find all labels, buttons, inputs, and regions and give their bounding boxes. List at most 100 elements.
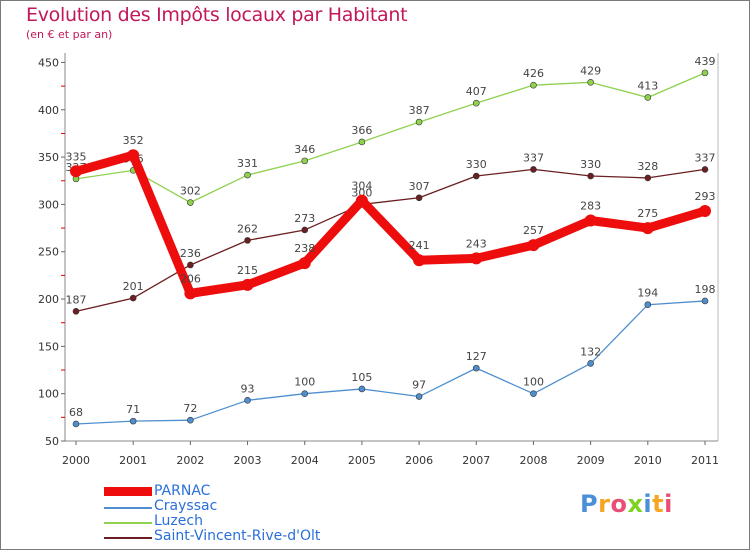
legend-label-luzech: Luzech — [154, 513, 203, 529]
data-point-crayssac — [244, 397, 251, 404]
data-point-saint-vincent-rive-d-olt — [587, 172, 594, 180]
data-label-crayssac: 127 — [466, 350, 487, 363]
data-label-crayssac: 100 — [294, 376, 315, 389]
y-tick-label: 300 — [38, 198, 59, 211]
data-label-crayssac: 132 — [580, 345, 601, 358]
y-tick-label: 150 — [38, 340, 59, 353]
data-point-parnac — [298, 257, 311, 270]
x-tick-label: 2008 — [519, 454, 547, 467]
data-point-luzech — [415, 118, 423, 126]
data-label-saint-vincent-rive-d-olt: 328 — [637, 160, 658, 173]
data-label-crayssac: 93 — [241, 382, 255, 395]
data-label-parnac: 238 — [294, 242, 315, 255]
data-point-saint-vincent-rive-d-olt — [530, 166, 537, 173]
data-label-luzech: 413 — [637, 79, 658, 92]
data-label-saint-vincent-rive-d-olt: 236 — [180, 247, 201, 260]
data-label-crayssac: 97 — [412, 379, 426, 392]
data-label-luzech: 426 — [523, 67, 544, 80]
data-label-parnac: 304 — [351, 180, 372, 193]
series-line-crayssac — [75, 300, 706, 425]
y-tick-label: 350 — [38, 151, 59, 164]
x-tick-label: 2007 — [462, 454, 490, 467]
data-label-saint-vincent-rive-d-olt: 337 — [523, 151, 544, 164]
data-label-crayssac: 105 — [351, 371, 372, 384]
data-label-luzech: 366 — [351, 124, 372, 137]
data-point-saint-vincent-rive-d-olt — [644, 174, 652, 182]
data-label-parnac: 257 — [523, 224, 544, 237]
y-tick-label: 400 — [38, 104, 59, 117]
data-label-luzech: 302 — [180, 185, 201, 198]
legend-swatch-parnac — [104, 487, 152, 496]
legend-label-crayssac: Crayssac — [154, 498, 218, 514]
data-point-parnac — [241, 278, 254, 291]
x-tick-label: 2003 — [234, 454, 262, 467]
data-label-saint-vincent-rive-d-olt: 201 — [123, 280, 144, 293]
data-label-luzech: 331 — [237, 157, 258, 170]
data-label-saint-vincent-rive-d-olt: 330 — [580, 158, 601, 171]
data-point-crayssac — [587, 360, 594, 367]
series-line-parnac — [71, 150, 710, 298]
data-point-luzech — [301, 157, 309, 165]
chart-title: Evolution des Impôts locaux par Habitant — [26, 4, 408, 26]
data-label-crayssac: 72 — [183, 402, 197, 415]
data-label-parnac: 283 — [580, 200, 601, 213]
legend-label-saint-vincent: Saint-Vincent-Rive-d'Olt — [154, 528, 321, 544]
data-label-luzech: 429 — [580, 64, 601, 77]
data-label-parnac: 241 — [409, 239, 430, 252]
data-point-saint-vincent-rive-d-olt — [415, 194, 423, 202]
data-point-crayssac — [72, 420, 80, 428]
x-tick-label: 2011 — [691, 454, 719, 467]
data-point-crayssac — [472, 364, 480, 372]
data-label-saint-vincent-rive-d-olt: 262 — [237, 222, 258, 235]
data-point-luzech — [644, 94, 652, 101]
data-label-luzech: 407 — [466, 85, 487, 98]
data-label-parnac: 352 — [123, 134, 144, 147]
x-tick-label: 2004 — [291, 454, 319, 467]
data-point-saint-vincent-rive-d-olt — [472, 172, 480, 180]
data-label-crayssac: 71 — [126, 403, 140, 416]
legend-swatch-saint-vincent — [104, 537, 152, 539]
data-point-parnac — [641, 222, 654, 235]
data-point-saint-vincent-rive-d-olt — [701, 166, 709, 173]
y-tick-label: 250 — [38, 246, 59, 259]
data-label-parnac: 293 — [695, 190, 716, 203]
data-point-crayssac — [415, 393, 423, 400]
legend-swatch-crayssac — [104, 507, 152, 509]
x-tick-label: 2006 — [405, 454, 433, 467]
data-point-parnac — [699, 205, 711, 218]
data-point-crayssac — [129, 417, 137, 425]
data-label-parnac: 206 — [180, 272, 201, 285]
y-tick-label: 100 — [38, 388, 59, 401]
data-label-saint-vincent-rive-d-olt: 300 — [351, 186, 372, 199]
x-tick-label: 2001 — [119, 454, 147, 467]
y-tick-label: 200 — [38, 293, 59, 306]
data-point-parnac — [70, 165, 82, 178]
data-point-luzech — [472, 99, 480, 107]
data-point-parnac — [470, 252, 483, 265]
data-label-parnac: 275 — [637, 207, 658, 220]
data-label-crayssac: 194 — [637, 287, 658, 300]
data-point-luzech — [701, 69, 709, 77]
data-point-parnac — [527, 239, 540, 252]
data-label-saint-vincent-rive-d-olt: 337 — [695, 151, 716, 164]
data-label-luzech: 387 — [409, 104, 430, 117]
data-label-crayssac: 198 — [695, 283, 716, 296]
proxiti-logo: Proxiti — [580, 490, 673, 518]
data-label-parnac: 335 — [66, 150, 87, 163]
data-point-saint-vincent-rive-d-olt — [301, 226, 309, 234]
series-line-luzech — [75, 72, 706, 204]
data-label-saint-vincent-rive-d-olt: 307 — [409, 180, 430, 193]
data-point-crayssac — [187, 416, 194, 424]
data-point-saint-vincent-rive-d-olt — [72, 308, 80, 315]
data-label-crayssac: 100 — [523, 376, 544, 389]
data-point-luzech — [530, 81, 537, 89]
data-point-crayssac — [530, 390, 537, 397]
data-point-luzech — [587, 79, 594, 86]
y-tick-label: 450 — [38, 56, 59, 69]
data-point-parnac — [584, 214, 597, 227]
data-label-luzech: 346 — [294, 143, 315, 156]
x-tick-label: 2000 — [62, 454, 90, 467]
data-point-crayssac — [644, 301, 652, 309]
data-point-luzech — [358, 138, 366, 146]
data-point-saint-vincent-rive-d-olt — [187, 261, 194, 269]
